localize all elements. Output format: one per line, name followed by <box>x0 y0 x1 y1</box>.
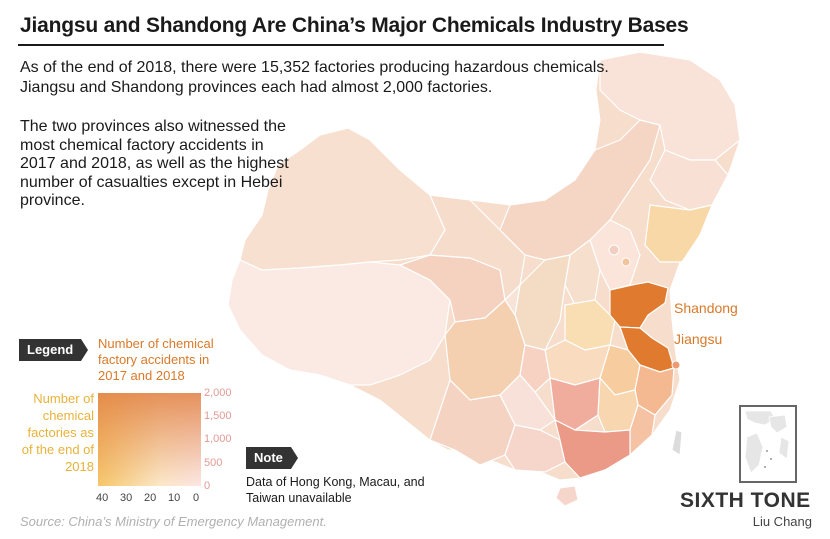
jiangsu-label: Jiangsu <box>674 331 723 347</box>
region-shanghai <box>671 360 681 370</box>
legend-tag: Legend <box>19 339 89 361</box>
region-tibet <box>227 259 451 386</box>
legend-y-tick: 2,000 <box>204 387 232 399</box>
note-tag: Note <box>246 447 298 469</box>
region-liaoning <box>644 204 713 263</box>
region-guangxi <box>504 424 566 473</box>
region-guangdong <box>554 418 631 479</box>
intro-text: As of the end of 2018, there were 15,352… <box>20 59 609 96</box>
region-inner-mongolia <box>499 119 661 261</box>
legend-accidents-label: Number of chemical factory accidents in … <box>98 336 214 383</box>
legend-factories-label: Number of chemical factories as of the e… <box>21 391 94 474</box>
region-taiwan <box>671 429 683 456</box>
legend-x-tick: 0 <box>193 492 200 504</box>
legend-color-grid <box>98 393 201 486</box>
legend-y-tick: 0 <box>204 480 211 492</box>
region-yunnan <box>429 378 516 466</box>
note-text: Data of Hong Kong, Macau, and Taiwan una… <box>246 475 425 505</box>
legend-x-tick: 40 <box>96 492 109 504</box>
author-credit: Liu Chang <box>752 514 812 529</box>
south-china-sea-inset <box>739 405 797 483</box>
legend-y-tick: 1,500 <box>204 410 232 422</box>
region-shandong <box>609 281 669 329</box>
chart-title: Jiangsu and Shandong Are China’s Major C… <box>20 14 689 37</box>
brand-logo: SIXTH TONE <box>680 489 811 512</box>
detail-text: The two provinces also witnessed the mos… <box>20 118 289 209</box>
legend-y-tick: 500 <box>204 457 223 469</box>
shandong-label: Shandong <box>674 300 738 316</box>
region-tianjin <box>621 257 631 267</box>
south-china-sea-inset-map <box>744 410 790 474</box>
legend-x-tick: 10 <box>168 492 181 504</box>
source-note: Source: China’s Ministry of Emergency Ma… <box>20 514 327 529</box>
region-fujian <box>629 404 656 457</box>
title-underline <box>18 44 664 46</box>
legend-x-tick: 20 <box>144 492 157 504</box>
region-hainan <box>555 485 579 507</box>
region-beijing <box>608 244 620 256</box>
legend-x-tick: 30 <box>120 492 133 504</box>
legend-y-tick: 1,000 <box>204 433 232 445</box>
